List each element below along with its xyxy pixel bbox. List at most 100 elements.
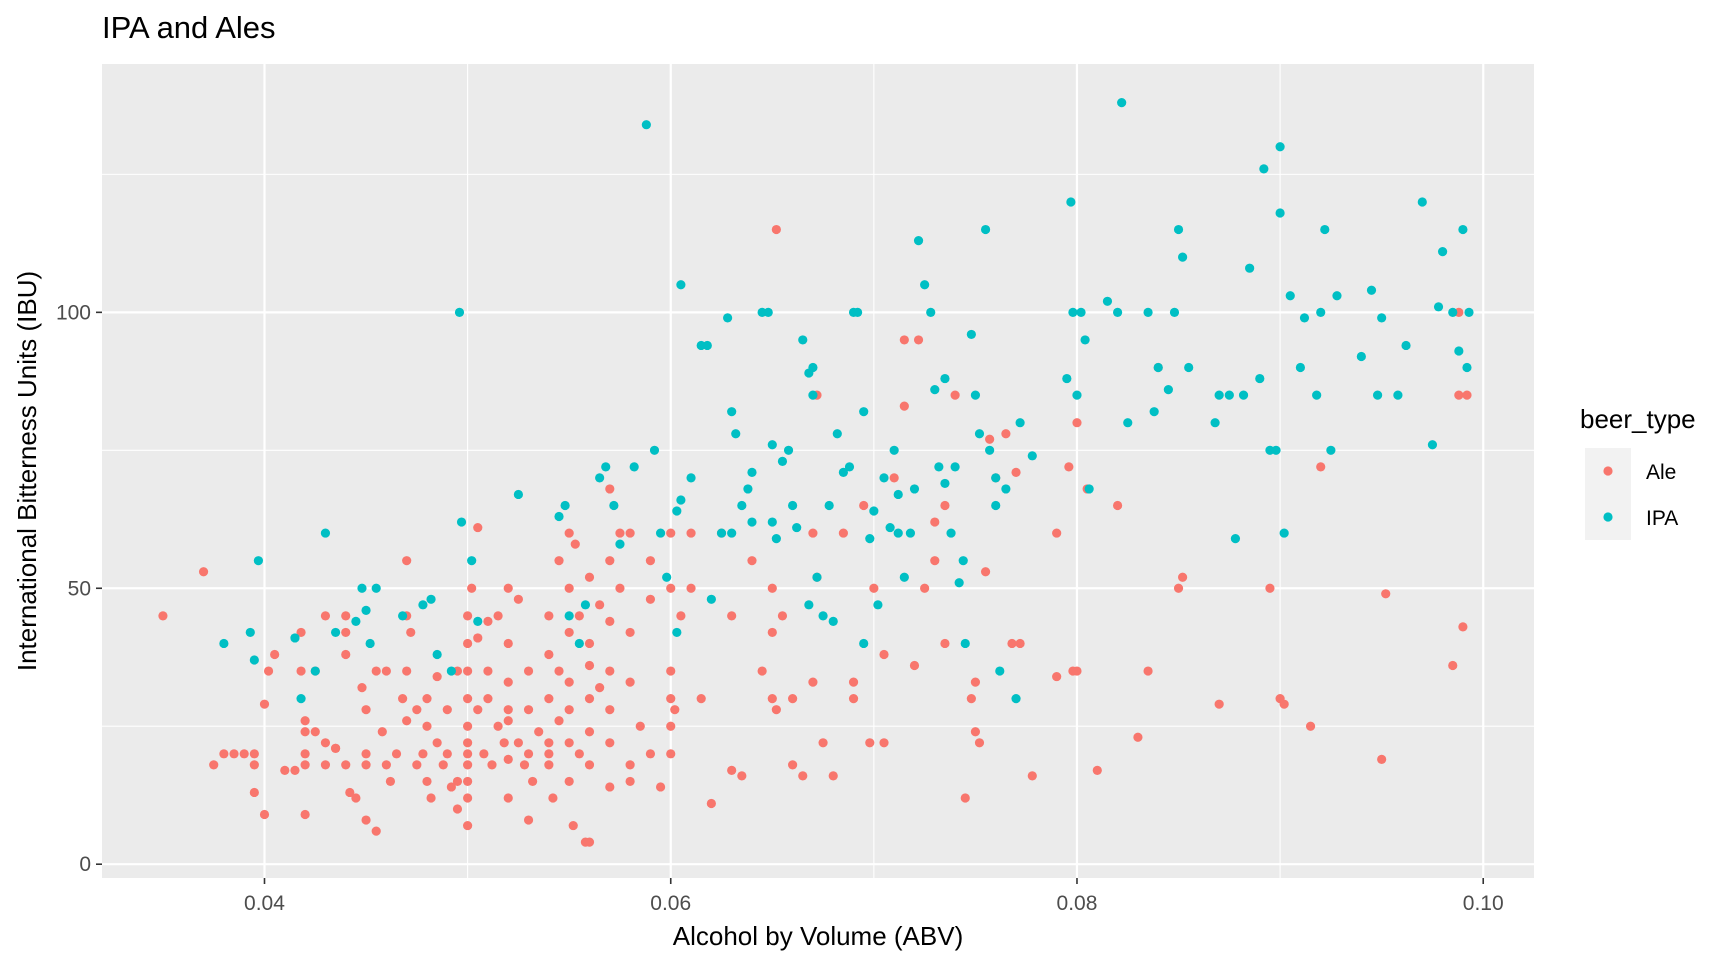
data-point-ipa xyxy=(1084,484,1094,494)
data-point-ipa xyxy=(365,638,375,649)
data-point-ale xyxy=(452,776,463,787)
data-point-ipa xyxy=(1372,390,1383,400)
data-point-ale xyxy=(564,627,574,638)
data-point-ale xyxy=(513,594,523,604)
data-point-ale xyxy=(584,760,595,770)
data-point-ale xyxy=(584,694,595,704)
data-point-ale xyxy=(229,749,239,759)
axis-ticks: 0.04 0.06 0.08 0.10 0 50 100 xyxy=(56,301,1504,915)
data-point-ipa xyxy=(747,467,757,477)
data-point-ipa xyxy=(958,556,968,566)
data-point-ale xyxy=(1462,390,1472,400)
data-point-ale xyxy=(605,556,615,566)
data-point-ipa xyxy=(859,638,869,649)
data-point-ipa xyxy=(1027,451,1037,461)
data-point-ale xyxy=(330,743,341,753)
data-point-ale xyxy=(473,522,483,533)
data-point-ale xyxy=(341,611,351,621)
data-point-ale xyxy=(570,539,580,549)
data-point-ipa xyxy=(727,528,737,538)
data-point-ipa xyxy=(649,445,660,455)
data-point-ipa xyxy=(889,445,899,455)
data-point-ale xyxy=(920,583,930,593)
data-point-ale xyxy=(574,611,584,621)
data-point-ale xyxy=(158,611,168,621)
data-point-ale xyxy=(1178,572,1188,582)
data-point-ipa xyxy=(824,500,834,511)
data-point-ipa xyxy=(1113,307,1123,317)
data-point-ale xyxy=(406,627,416,638)
data-point-ale xyxy=(666,528,676,538)
data-point-ipa xyxy=(926,307,936,317)
data-point-ipa xyxy=(1275,208,1285,218)
data-point-ipa xyxy=(1076,307,1086,317)
data-point-ipa xyxy=(253,556,264,566)
data-point-ale xyxy=(584,572,595,582)
data-point-ale xyxy=(859,500,869,511)
data-point-ipa xyxy=(641,120,651,130)
data-point-ipa xyxy=(1332,291,1342,301)
data-point-ipa xyxy=(893,489,903,500)
data-point-ale xyxy=(940,638,950,649)
data-point-ipa xyxy=(1275,142,1285,152)
data-point-ale xyxy=(838,528,848,538)
data-point-ipa xyxy=(296,694,306,704)
data-point-ale xyxy=(848,677,859,687)
data-point-ale xyxy=(487,760,497,770)
data-point-ale xyxy=(1072,666,1082,676)
legend-entries: Ale IPA xyxy=(1585,448,1678,540)
data-point-ale xyxy=(1454,390,1464,400)
data-point-ale xyxy=(615,583,625,593)
data-point-ale xyxy=(412,705,422,715)
data-point-ale xyxy=(584,837,595,847)
data-point-ale xyxy=(767,694,777,704)
data-point-ipa xyxy=(1401,340,1411,351)
data-point-ipa xyxy=(473,616,483,626)
data-point-ipa xyxy=(249,655,259,665)
data-point-ipa xyxy=(1427,440,1438,450)
data-point-ale xyxy=(1092,765,1102,775)
data-point-ale xyxy=(548,793,558,803)
data-point-ale xyxy=(767,627,777,638)
data-point-ale xyxy=(249,787,259,798)
data-point-ale xyxy=(798,771,808,781)
data-point-ale xyxy=(341,627,351,638)
data-point-ipa xyxy=(426,594,436,604)
x-tick-label: 0.08 xyxy=(1057,892,1098,915)
series-ale xyxy=(158,224,1472,847)
data-point-ipa xyxy=(909,484,920,494)
data-point-ipa xyxy=(960,638,970,649)
data-point-ipa xyxy=(1437,247,1448,257)
data-point-ale xyxy=(361,705,371,715)
data-point-ale xyxy=(463,793,473,803)
data-point-ipa xyxy=(1117,98,1127,108)
data-point-ale xyxy=(1265,583,1275,593)
data-point-ale xyxy=(473,705,483,715)
data-point-ipa xyxy=(245,627,255,638)
data-point-ipa xyxy=(940,373,950,384)
data-point-ale xyxy=(426,793,436,803)
data-point-ale xyxy=(483,666,493,676)
data-point-ale xyxy=(259,699,270,709)
data-point-ale xyxy=(625,677,635,687)
data-point-ipa xyxy=(966,329,976,340)
data-point-ipa xyxy=(934,462,944,472)
data-point-ipa xyxy=(940,478,950,489)
data-points xyxy=(158,98,1474,847)
data-point-ale xyxy=(528,776,538,787)
data-point-ale xyxy=(696,694,706,704)
data-point-ale xyxy=(523,666,534,676)
data-point-ipa xyxy=(1066,197,1076,207)
data-point-ipa xyxy=(1001,484,1011,494)
data-point-ale xyxy=(655,782,666,792)
data-point-ale xyxy=(523,705,534,715)
data-point-ale xyxy=(503,677,513,687)
data-point-ale xyxy=(767,583,777,593)
data-point-ale xyxy=(296,666,306,676)
data-point-ale xyxy=(452,804,463,814)
data-point-ipa xyxy=(1458,224,1468,235)
data-point-ale xyxy=(422,721,432,731)
data-point-ale xyxy=(727,765,737,775)
data-point-ipa xyxy=(554,511,564,522)
